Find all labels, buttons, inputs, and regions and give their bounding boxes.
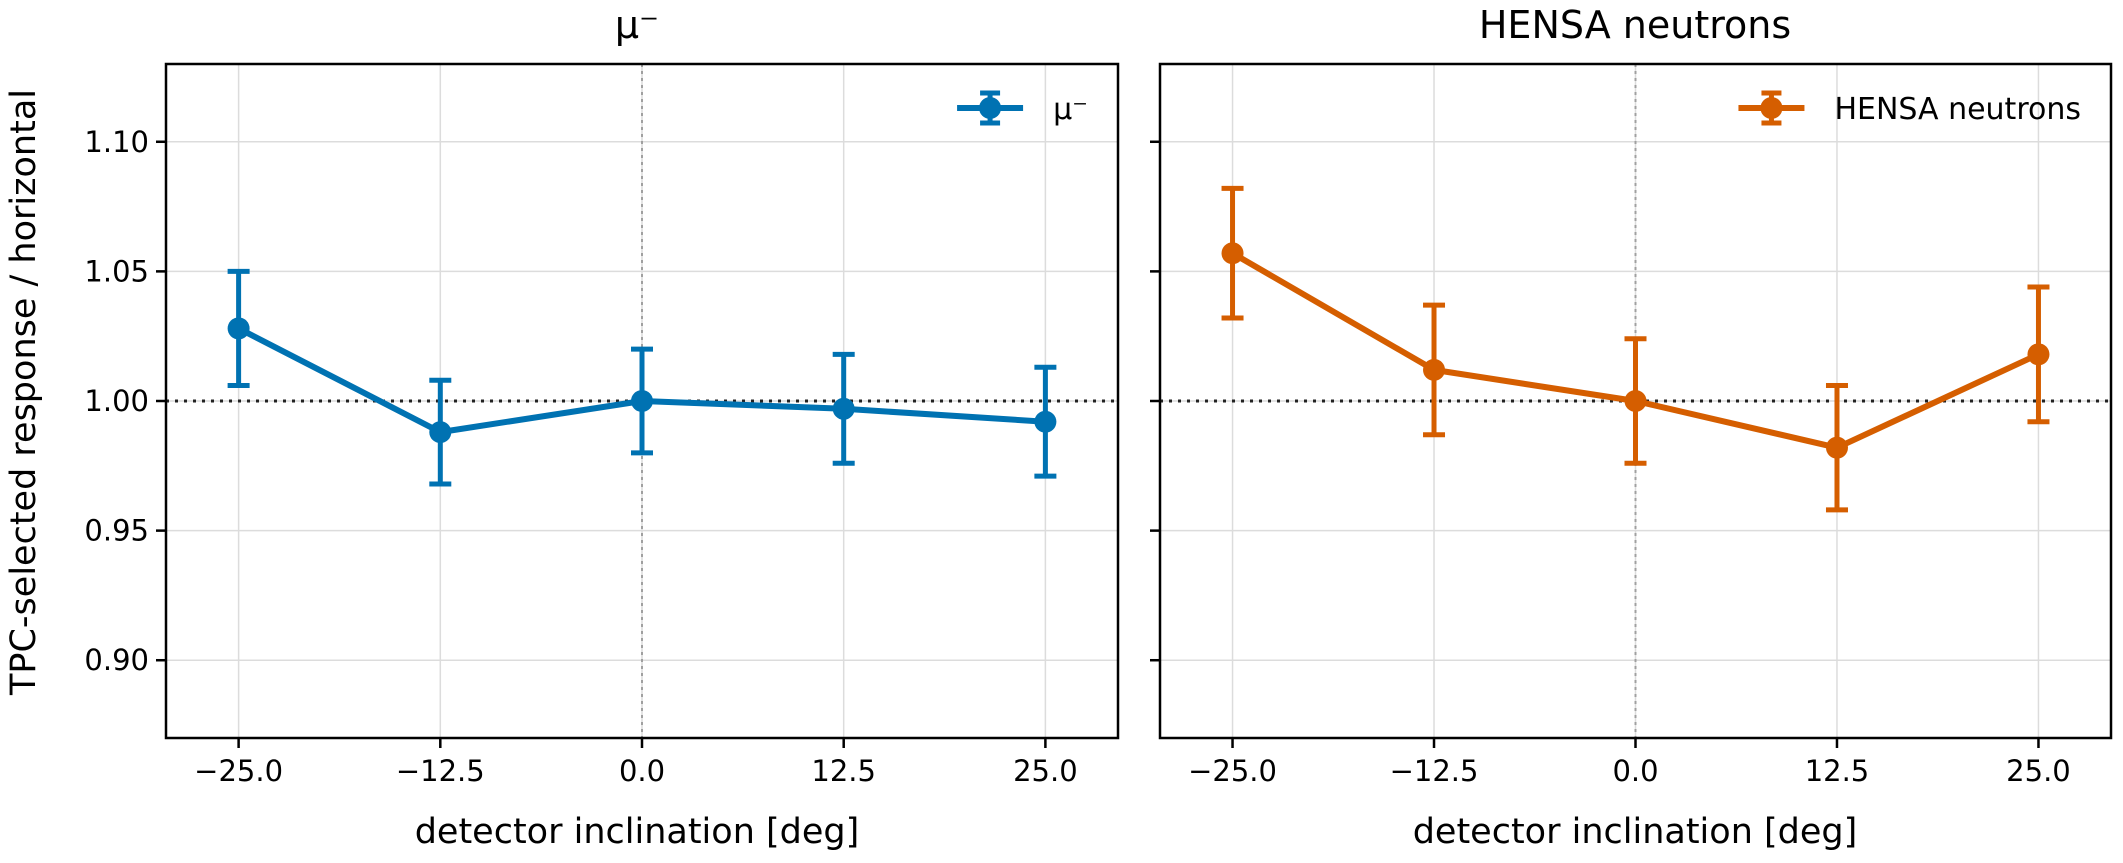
- x-tick-label-0: −25.0: [194, 754, 283, 788]
- x-axis-label-mu-minus: detector inclination [deg]: [415, 812, 860, 852]
- panel-title-hensa-neutrons: HENSA neutrons: [1479, 3, 1791, 47]
- data-point: [832, 397, 855, 420]
- x-tick-label-0: −25.0: [1188, 754, 1277, 788]
- x-axis-label-hensa-neutrons: detector inclination [deg]: [1413, 812, 1858, 852]
- y-tick-label-2: 1.00: [84, 384, 149, 418]
- data-point: [429, 421, 452, 444]
- x-tick-label-4: 25.0: [1013, 754, 1078, 788]
- data-point: [1825, 436, 1848, 459]
- x-tick-label-1: −12.5: [396, 754, 485, 788]
- panel-title-mu-minus: μ⁻: [615, 3, 659, 47]
- data-point: [227, 317, 250, 340]
- x-tick-label-4: 25.0: [2006, 754, 2071, 788]
- panel-hensa-neutrons: HENSA neutrons detector inclination [deg…: [1150, 3, 2113, 852]
- y-tick-label-3: 1.05: [84, 254, 149, 288]
- legend: HENSA neutrons: [1738, 90, 2081, 127]
- panel-mu-minus: μ⁻ detector inclination [deg] −25.0 −12.5…: [84, 3, 1120, 852]
- data-point: [631, 390, 653, 412]
- x-tick-label-3: 12.5: [811, 754, 876, 788]
- legend-label: μ⁻: [1053, 92, 1088, 127]
- data-point: [1423, 358, 1446, 381]
- x-tick-label-2: 0.0: [1612, 754, 1658, 788]
- data-point: [1034, 410, 1057, 433]
- legend-marker: [979, 97, 1002, 119]
- legend-marker: [1760, 97, 1783, 119]
- y-axis-label: TPC-selected response / horizontal: [4, 89, 44, 696]
- y-tick-label-0: 0.90: [84, 643, 149, 677]
- data-point: [1221, 242, 1244, 265]
- x-tick-label-2: 0.0: [619, 754, 665, 788]
- x-tick-label-1: −12.5: [1390, 754, 1479, 788]
- data-point: [1624, 390, 1647, 412]
- y-tick-label-4: 1.10: [84, 125, 149, 159]
- legend-label: HENSA neutrons: [1834, 92, 2081, 127]
- y-tick-label-1: 0.95: [84, 514, 149, 548]
- legend: μ⁻: [957, 90, 1088, 127]
- data-point: [2027, 343, 2050, 366]
- x-tick-label-3: 12.5: [1805, 754, 1870, 788]
